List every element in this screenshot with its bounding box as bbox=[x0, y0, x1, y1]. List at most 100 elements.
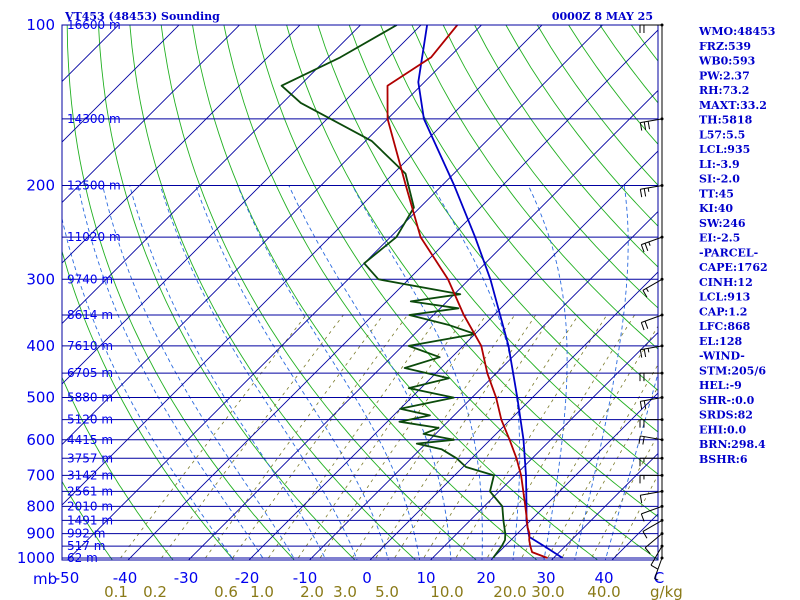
isotherm-line bbox=[62, 25, 422, 385]
mixing-ratio-tick-label: 2.0 bbox=[300, 583, 324, 600]
isotherm-line bbox=[369, 271, 658, 560]
pressure-tick-label: 200 bbox=[26, 176, 55, 194]
height-label: 11020 m bbox=[67, 230, 121, 244]
wind-barb bbox=[644, 532, 664, 555]
mixing-ratio-tick-label: 0.1 bbox=[104, 583, 128, 600]
mixing-ratio-labels: 0.1 0.2 0.6 1.0 2.0 3.0 5.0 10.0 20.0 30.0 40.0 bbox=[104, 583, 621, 600]
pressure-tick-label: 300 bbox=[26, 270, 55, 288]
moist-adiabat bbox=[62, 216, 234, 560]
height-label: 12500 m bbox=[67, 178, 121, 192]
index-item: LCL:913 bbox=[699, 291, 750, 304]
pressure-unit-label: mb bbox=[33, 570, 57, 588]
isotherm-line bbox=[62, 25, 301, 264]
pressure-tick-label: 1000 bbox=[17, 549, 55, 567]
isotherm-line bbox=[66, 25, 604, 560]
index-item: -WIND- bbox=[699, 350, 745, 363]
isotherm-line bbox=[429, 331, 658, 560]
height-label: 7610 m bbox=[67, 339, 113, 353]
index-item: RH:73.2 bbox=[699, 84, 749, 97]
mixing-ratio-tick-label: 30.0 bbox=[531, 583, 564, 600]
pressure-labels: 100 200 300 400 500 600 700 800 900 1000 bbox=[17, 16, 55, 567]
index-item: WMO:48453 bbox=[698, 25, 775, 38]
isotherm-line bbox=[62, 25, 241, 204]
mixing-ratio-tick-label: 40.0 bbox=[587, 583, 620, 600]
pressure-tick-label: 800 bbox=[26, 497, 55, 515]
index-item: -PARCEL- bbox=[699, 246, 758, 259]
wind-barb bbox=[639, 489, 664, 504]
index-item: STM:205/6 bbox=[699, 364, 766, 377]
index-item: BRN:298.4 bbox=[699, 438, 766, 451]
height-label: 6705 m bbox=[67, 366, 113, 380]
mixing-ratio-line bbox=[520, 325, 658, 560]
moist-adiabat bbox=[237, 185, 421, 560]
temperature-tick-label: -30 bbox=[174, 569, 199, 587]
moist-adiabat bbox=[159, 185, 358, 560]
wind-barb bbox=[639, 23, 664, 33]
height-label: 5120 m bbox=[67, 413, 113, 427]
wind-barb bbox=[650, 544, 664, 570]
temperature-tick-label: 40 bbox=[594, 569, 613, 587]
index-item: SHR-:0.0 bbox=[699, 394, 755, 407]
moist-adiabat bbox=[431, 185, 521, 560]
isotherm-line bbox=[62, 25, 483, 446]
index-item: SI:-2.0 bbox=[699, 173, 740, 186]
index-item: CINH:12 bbox=[699, 276, 753, 289]
temperature-labels: -50 -40 -30 -20 -10 0 10 20 30 40 C bbox=[55, 569, 664, 587]
moist-adiabats bbox=[62, 185, 658, 560]
pressure-tick-label: 700 bbox=[26, 466, 55, 484]
temperature-tick-label: 0 bbox=[362, 569, 372, 587]
pressure-tick-label: 600 bbox=[26, 431, 55, 449]
wind-barb bbox=[639, 396, 664, 410]
index-item: EHI:0.0 bbox=[699, 423, 746, 436]
mixing-ratio-tick-label: 3.0 bbox=[333, 583, 357, 600]
plot-frame bbox=[61, 24, 659, 561]
height-label: 3142 m bbox=[67, 468, 113, 482]
wind-barb bbox=[640, 313, 664, 331]
mixing-ratio-line bbox=[485, 314, 635, 560]
wind-barb bbox=[638, 435, 664, 445]
height-label: 2561 m bbox=[67, 484, 113, 498]
temperature-tick-label: -20 bbox=[235, 569, 260, 587]
height-label: 16600 m bbox=[67, 18, 121, 32]
isotherm-line bbox=[550, 452, 658, 560]
height-label: 4415 m bbox=[67, 433, 113, 447]
temperature-tick-label: -50 bbox=[55, 569, 80, 587]
wind-barb bbox=[639, 456, 664, 467]
moist-adiabat bbox=[129, 185, 327, 560]
index-item: SW:246 bbox=[699, 217, 746, 230]
mixing-ratio-line bbox=[203, 314, 384, 560]
temperature-tick-label: 20 bbox=[476, 569, 495, 587]
index-item: L57:5.5 bbox=[699, 128, 745, 141]
index-item: PW:2.37 bbox=[699, 69, 750, 82]
index-item: CAPE:1762 bbox=[699, 261, 768, 274]
station-title: VT453 (48453) Sounding bbox=[64, 10, 220, 23]
height-label: 62 m bbox=[67, 551, 98, 565]
mixing-ratio-tick-label: 10.0 bbox=[430, 583, 463, 600]
height-label: 3757 m bbox=[67, 451, 113, 465]
moist-adiabat bbox=[527, 185, 568, 560]
index-item: KI:40 bbox=[699, 202, 733, 215]
wind-barb bbox=[640, 504, 664, 522]
index-item: LCL:935 bbox=[699, 143, 750, 156]
index-item: MAXT:33.2 bbox=[699, 99, 767, 112]
isotherm-line bbox=[248, 150, 658, 560]
wind-barb bbox=[639, 371, 664, 382]
index-item: HEL:-9 bbox=[699, 379, 742, 392]
mixing-ratio-tick-label: 0.2 bbox=[143, 583, 167, 600]
height-label: 8614 m bbox=[67, 308, 113, 322]
wind-barb bbox=[639, 117, 664, 131]
isotherms bbox=[62, 25, 658, 560]
isotherm-line bbox=[62, 25, 543, 506]
index-item: LI:-3.9 bbox=[699, 158, 740, 171]
observation-time: 0000Z 8 MAY 25 bbox=[552, 10, 653, 23]
wind-barb bbox=[639, 473, 664, 484]
wind-barb bbox=[642, 518, 664, 539]
pressure-tick-label: 400 bbox=[26, 337, 55, 355]
dry-adiabat bbox=[62, 376, 174, 560]
height-labels: 16600 m 14300 m 12500 m 11020 m 9740 m 8614 m… bbox=[67, 18, 121, 565]
index-item: WB0:593 bbox=[698, 55, 755, 68]
temperature-tick-label: -40 bbox=[113, 569, 138, 587]
